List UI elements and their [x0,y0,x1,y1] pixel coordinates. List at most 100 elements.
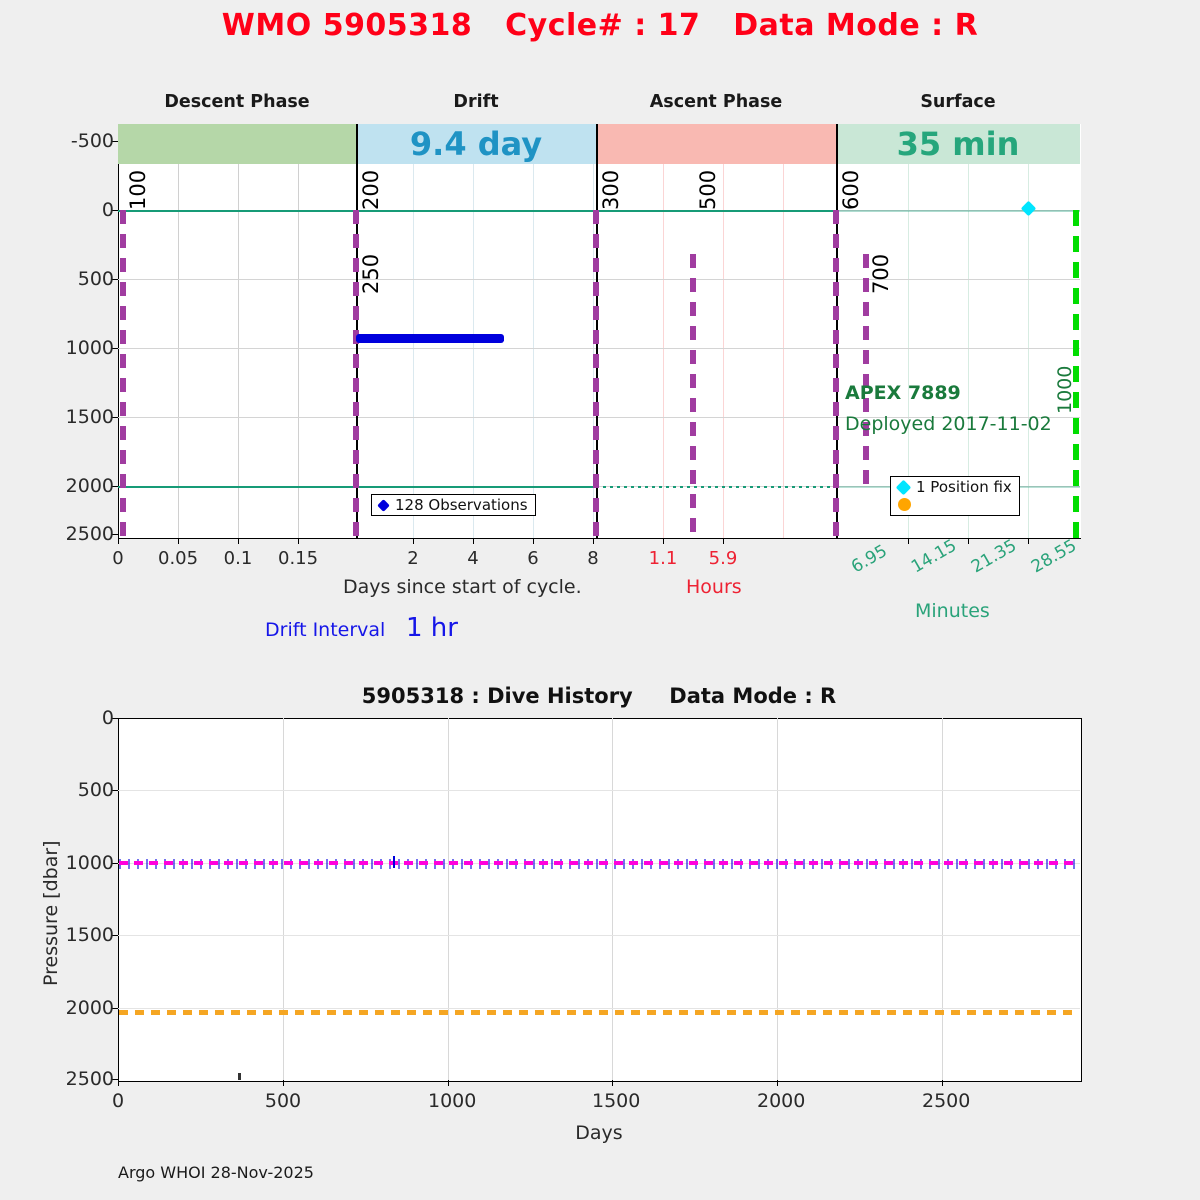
gridline-v [663,124,664,538]
bottom-plot-background [118,718,1082,1082]
stage-label-250: 250 [359,253,383,294]
position-fix-legend: 1 Position fix [890,476,1020,516]
y-axis-label: 1000 [65,852,114,874]
phase-title-descent: Descent Phase [164,92,310,112]
x-axis-label-days: 2 [407,548,419,569]
y-axis-label: 500 [77,779,114,801]
phase-band-drift: 9.4 day [356,124,596,164]
x-axis-label-days: 0.1 [223,548,253,569]
x-axis-label-minutes: 6.95 [848,541,891,578]
observations-core [356,337,504,341]
position-fix-icon [895,479,912,495]
gridline-v [413,124,414,538]
phase-title-surface: Surface [920,92,996,112]
reference-line-deep-dotted [596,486,836,488]
stage-label-100: 100 [126,169,150,210]
stage-label-surface-1000: 1000 [1054,365,1076,414]
gridline-v [968,124,969,538]
y-axis-label: 1000 [65,337,114,359]
y-axis-label: -500 [70,130,114,152]
drift-duration-label: 9.4 day [409,125,543,163]
y-tick [112,210,118,212]
x-tick [298,538,300,544]
gridline-v [942,718,943,1080]
pressure-spike [393,856,395,868]
dive-history-chart: 5905318 : Dive History Data Mode : R 0 5… [40,684,1082,1144]
x-tick [663,538,665,544]
gridline-v [1028,124,1029,538]
y-axis-label: 2500 [65,1068,114,1090]
x-tick [612,1080,614,1086]
stage-label-700: 700 [869,253,893,294]
phase-band-surface: 35 min [836,124,1080,164]
y-axis-label: 1500 [65,406,114,428]
x-tick [908,538,910,544]
y-axis-label: 2000 [65,475,114,497]
observations-legend-label: 128 Observations [395,496,528,514]
reference-line-surface [118,210,836,212]
y-tick [112,1079,118,1081]
y-axis-label: 0 [101,707,114,729]
y-tick [112,141,118,143]
x-axis-label: 1000 [428,1090,477,1112]
x-tick [118,1080,120,1086]
y-tick [112,348,118,350]
gridline-v [777,718,778,1080]
gridline-v [723,124,724,538]
x-axis-caption: Days [575,1122,623,1144]
x-tick [593,538,595,544]
x-axis-label: 2500 [922,1090,971,1112]
position-fix-legend-label: 1 Position fix [916,478,1012,496]
deep-excursion-marker [238,1073,241,1080]
gridline-v [448,718,449,1080]
y-axis-label: 2000 [65,997,114,1019]
top-plot-background [118,124,1081,539]
stage-marker-700 [863,254,869,494]
stage-marker-surface-1000 [1073,210,1079,538]
phase-band-ascent [596,124,836,164]
x-axis-label-minutes: 14.15 [908,535,961,578]
stage-marker-100 [120,210,126,538]
gridline-v [473,124,474,538]
x-tick [723,538,725,544]
x-axis-label-minutes: 21.35 [968,535,1021,578]
gridline-h [118,935,1080,936]
y-tick [112,790,118,792]
footer-text: Argo WHOI 28-Nov-2025 [118,1163,314,1182]
x-axis-label-hours: 1.1 [648,548,678,569]
gridline-v [612,718,613,1080]
x-axis-label-days: 4 [467,548,479,569]
x-axis-label-days: 0.15 [278,548,319,569]
gridline-v [238,124,239,538]
x-tick [1028,538,1030,544]
gridline-h [118,417,1080,418]
x-axis-label: 2000 [757,1090,806,1112]
y-tick [112,486,118,488]
x-tick [283,1080,285,1086]
gridline-v [178,124,179,538]
y-axis-label: 0 [101,199,114,221]
x-axis-label-days: 8 [587,548,599,569]
phase-title-ascent: Ascent Phase [649,92,783,112]
x-tick [448,1080,450,1086]
stage-marker-500 [690,254,696,538]
cycle-timeline-chart: 9.4 day 35 min Descent Phase Drift Ascen… [66,92,1081,545]
y-tick [112,1008,118,1010]
gridline-h [118,348,1080,349]
x-axis-label-days: 6 [527,548,539,569]
reference-line-surface [836,210,1080,212]
x-tick [238,538,240,544]
x-tick [968,538,970,544]
stage-label-500: 500 [696,169,720,210]
gridline-v [533,124,534,538]
x-axis-label-minutes: 28.55 [1028,535,1081,578]
x-tick [777,1080,779,1086]
drift-interval-value: 1 hr [406,613,458,643]
gridline-h [118,790,1080,791]
gridline-h [118,279,1080,280]
y-axis-label: 500 [77,268,114,290]
observation-marker-icon [377,498,390,512]
x-axis-caption-days: Days since start of cycle. [343,576,582,598]
x-tick [178,538,180,544]
y-tick [112,417,118,419]
